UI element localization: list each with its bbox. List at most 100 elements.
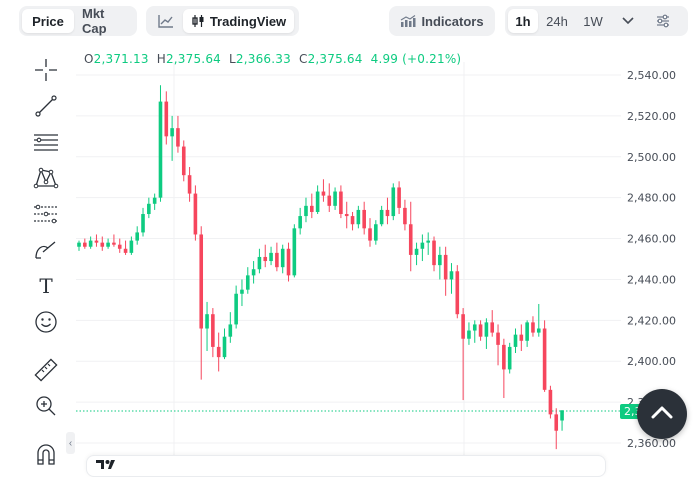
ohlc-change: 4.99 (+0.21%) bbox=[370, 52, 462, 66]
ohlc-open-value: 2,371.13 bbox=[93, 52, 149, 66]
ohlc-open-label: O bbox=[84, 52, 94, 66]
interval-24h[interactable]: 24h bbox=[546, 13, 568, 29]
brush-icon bbox=[33, 238, 59, 262]
candle-body bbox=[257, 256, 262, 270]
candle-body bbox=[507, 346, 512, 370]
emoji-icon bbox=[34, 310, 58, 334]
y-axis-tick-label: 2,500.00 bbox=[627, 151, 676, 164]
brush-tool[interactable] bbox=[30, 236, 62, 264]
candle-body bbox=[344, 214, 349, 217]
candle-body bbox=[484, 322, 489, 337]
candlestick-chart[interactable]: 2,540.00 2,520.00 2,500.00 2,480.00 2,460.00… bbox=[76, 62, 696, 467]
candle-body bbox=[461, 314, 465, 339]
candle-body bbox=[205, 314, 209, 329]
indicators-label: Indicators bbox=[421, 13, 484, 29]
candle-body bbox=[187, 175, 192, 194]
tab-price[interactable]: Price bbox=[22, 9, 74, 33]
tab-mkt-cap[interactable]: Mkt Cap bbox=[82, 6, 107, 36]
chart-settings-button[interactable] bbox=[646, 9, 680, 33]
candle-body bbox=[292, 228, 297, 276]
candle-body bbox=[234, 293, 238, 325]
ohlc-low-label: L bbox=[229, 52, 236, 66]
candle-body bbox=[315, 191, 320, 212]
candle-body bbox=[181, 146, 186, 176]
candle-body bbox=[502, 344, 506, 370]
ohlc-readout: O2,371.13 H2,375.64 L2,366.33 C2,375.64 … bbox=[84, 52, 461, 66]
zoom-icon bbox=[34, 394, 58, 418]
y-axis-tick-label: 2,420.00 bbox=[627, 314, 676, 327]
crosshair-tool[interactable] bbox=[30, 56, 62, 84]
candle-body bbox=[321, 191, 326, 196]
interval-dropdown-button[interactable] bbox=[610, 9, 646, 33]
pattern-icon bbox=[33, 166, 59, 190]
candle-body bbox=[519, 334, 524, 341]
candle-body bbox=[269, 252, 273, 262]
scroll-to-top-button[interactable] bbox=[637, 389, 687, 439]
chevron-left-icon: ‹ bbox=[68, 437, 73, 449]
candle-body bbox=[263, 256, 268, 262]
chevron-down-icon bbox=[622, 17, 634, 25]
line-chart-button[interactable] bbox=[149, 9, 183, 33]
candle-body bbox=[432, 240, 436, 266]
candle-body bbox=[385, 209, 390, 217]
y-axis-tick-label: 2,360.00 bbox=[627, 437, 676, 450]
candle-body bbox=[176, 128, 180, 147]
candle-body bbox=[304, 205, 308, 217]
trendline-tool[interactable] bbox=[30, 92, 62, 120]
candle-body bbox=[222, 336, 227, 358]
indicators-segment: Indicators bbox=[389, 6, 495, 36]
candle-body bbox=[438, 254, 442, 266]
candle-body bbox=[147, 203, 151, 215]
y-axis-tick-label: 2,540.00 bbox=[627, 69, 676, 82]
candle-body bbox=[77, 242, 81, 247]
bottom-panel bbox=[86, 455, 606, 477]
candle-body bbox=[83, 242, 87, 247]
interval-segment: 1h 24h 1W bbox=[505, 6, 688, 36]
candle-body bbox=[531, 322, 535, 333]
candle-body bbox=[403, 207, 407, 225]
interval-1w[interactable]: 1W bbox=[583, 13, 603, 29]
candle-body bbox=[211, 314, 215, 347]
ruler-tool[interactable] bbox=[30, 356, 62, 384]
fib-icon bbox=[33, 202, 59, 226]
toolbar-collapse-tab[interactable]: ‹ bbox=[66, 432, 75, 454]
trendline-icon bbox=[34, 94, 58, 118]
indicators-icon bbox=[400, 15, 416, 27]
y-axis-tick-label: 2,520.00 bbox=[627, 110, 676, 123]
candle-body bbox=[228, 324, 233, 337]
horizontal-lines-tool[interactable] bbox=[30, 128, 62, 156]
magnet-tool[interactable] bbox=[30, 440, 62, 468]
candle-body bbox=[106, 242, 110, 247]
candle-body bbox=[455, 271, 460, 315]
candle-body bbox=[542, 328, 547, 390]
candle-body bbox=[94, 240, 99, 243]
candle-body bbox=[135, 232, 139, 241]
zoom-tool[interactable] bbox=[30, 392, 62, 420]
ohlc-close-label: C bbox=[298, 52, 308, 66]
line-chart-icon bbox=[158, 14, 174, 28]
candle-body bbox=[152, 197, 157, 204]
pattern-tool[interactable] bbox=[30, 164, 62, 192]
magnet-icon bbox=[34, 442, 58, 466]
indicators-button[interactable]: Indicators bbox=[392, 9, 492, 33]
candle-body bbox=[129, 240, 134, 253]
tradingview-button[interactable]: TradingView bbox=[183, 9, 294, 33]
candle-body bbox=[112, 242, 116, 245]
text-tool[interactable]: T bbox=[30, 272, 62, 300]
candle-body bbox=[408, 224, 413, 255]
candle-body bbox=[374, 224, 378, 241]
candle-body bbox=[141, 214, 145, 233]
candle-body bbox=[472, 324, 477, 331]
candle-body bbox=[356, 209, 361, 225]
candle-body bbox=[286, 248, 291, 276]
candle-body bbox=[339, 191, 343, 215]
interval-1h[interactable]: 1h bbox=[508, 9, 538, 33]
chart-type-segment: Price Mkt Cap bbox=[19, 6, 137, 36]
candle-body bbox=[426, 240, 430, 243]
candle-body bbox=[443, 254, 448, 280]
ohlc-high-value: 2,375.64 bbox=[165, 52, 221, 66]
emoji-tool[interactable] bbox=[30, 308, 62, 336]
ohlc-low-value: 2,366.33 bbox=[235, 52, 291, 66]
fib-tool[interactable] bbox=[30, 200, 62, 228]
candle-body bbox=[554, 414, 559, 431]
